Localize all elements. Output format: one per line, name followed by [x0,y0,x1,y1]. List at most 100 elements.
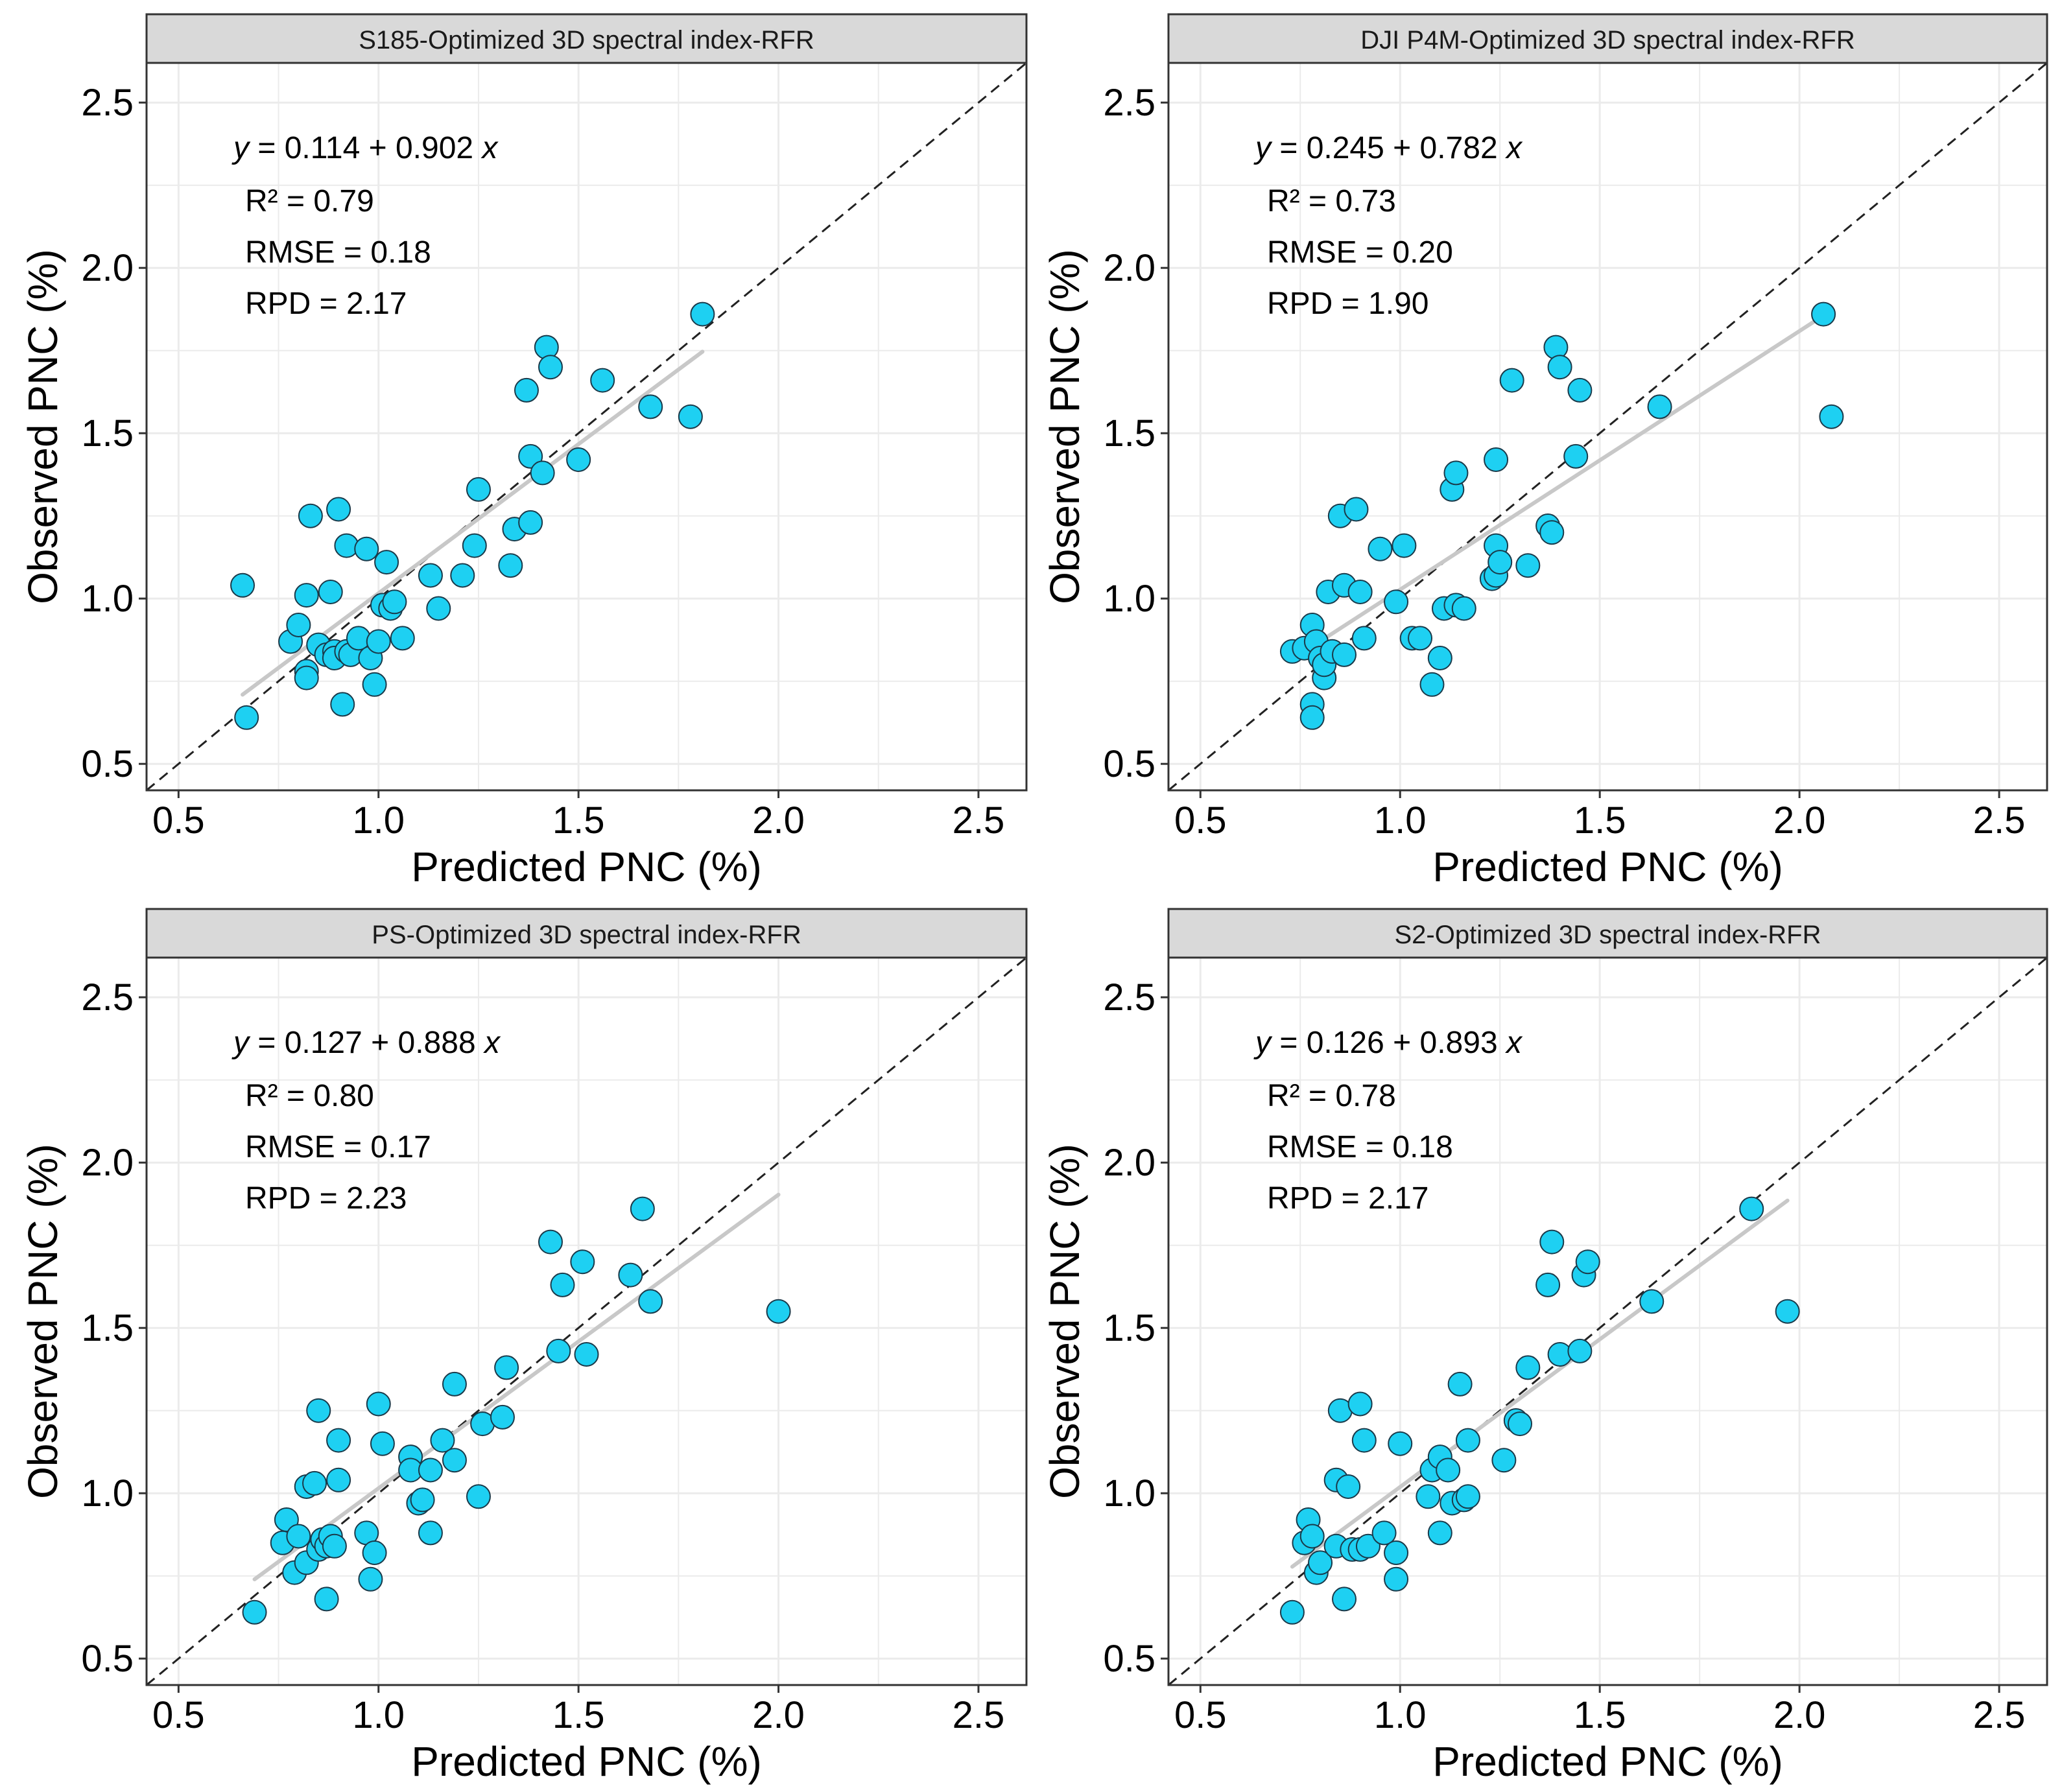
data-point [374,550,399,575]
y-tick-label: 0.5 [81,743,134,785]
data-point [326,1467,351,1492]
panel-4: S2-Optimized 3D spectral index-RFR 0.5 1.0… [1041,908,2048,1785]
x-axis-title: Predicted PNC (%) [1432,843,1783,890]
data-point [550,1272,575,1297]
x-tick-label: 0.5 [1174,1694,1227,1736]
data-point [426,596,451,621]
data-point [1416,1484,1441,1509]
data-point [326,497,351,522]
data-point [298,503,323,528]
data-point [1447,1371,1473,1397]
data-point [1515,553,1541,578]
gridlines [147,63,1026,790]
data-point [1547,355,1572,380]
data-point [1355,1533,1381,1559]
data-point [358,1566,383,1592]
data-point [286,613,311,637]
x-tick-label: 1.5 [552,1694,605,1736]
data-point [362,672,387,697]
data-point [1408,626,1433,651]
x-tick-label: 1.0 [352,1694,405,1736]
rmse-label: RMSE = 0.18 [245,235,431,270]
equation-x: x [1505,1026,1523,1060]
data-point [1392,533,1417,558]
x-tick-label: 1.0 [1374,1694,1427,1736]
r2-label: R² = 0.73 [1267,184,1396,218]
data-point [1308,1550,1333,1575]
data-point [1368,536,1393,561]
data-point [1543,335,1569,360]
data-point [1347,580,1373,604]
data-point [1332,642,1357,667]
data-point [1451,596,1476,621]
x-tick-label: 0.5 [1174,799,1227,842]
data-point [382,589,407,615]
x-tick-label: 2.0 [1773,799,1826,842]
data-point [546,1338,571,1363]
y-tick-label: 1.0 [1103,1472,1155,1515]
data-point [1575,1249,1600,1275]
equation-x: x [1505,131,1523,165]
data-point [366,629,391,654]
x-tick-label: 1.5 [1574,1694,1626,1736]
data-point [630,1196,655,1221]
data-point [1336,1474,1361,1499]
data-point [530,460,555,486]
data-point [1811,301,1836,327]
y-tick-label: 1.5 [81,412,134,454]
data-point [570,1249,595,1275]
data-point [1384,1540,1409,1565]
x-tick-label: 2.0 [752,799,805,842]
equation-body: = 0.127 + 0.888 [249,1026,484,1060]
data-point [538,1229,563,1255]
x-tick-label: 0.5 [152,799,205,842]
x-tick-label: 1.0 [1374,799,1427,842]
panel-title: S2-Optimized 3D spectral index-RFR [1395,921,1821,949]
y-tick-label: 2.0 [81,1142,134,1184]
regression-equation: y = 0.126 + 0.893 x [1253,1026,1523,1060]
regression-line [1290,313,1826,662]
strip-header [1167,908,2048,959]
equation-x: x [483,1026,501,1060]
data-point [362,1540,387,1565]
data-point [1775,1299,1800,1324]
data-point [1539,1229,1565,1255]
data-point [638,394,663,419]
data-point [1739,1196,1764,1221]
data-point [518,443,543,469]
x-tick-label: 0.5 [152,1694,205,1736]
data-point [314,1586,339,1612]
data-point [1567,1338,1593,1363]
regression-line [1290,1198,1790,1569]
equation-y: y [1253,131,1273,165]
y-tick-label: 2.0 [1103,247,1155,289]
data-point [390,626,415,651]
r2-label: R² = 0.78 [1267,1079,1396,1113]
data-point [442,1371,467,1397]
equation-body: = 0.126 + 0.893 [1271,1026,1506,1060]
data-point [1484,447,1509,472]
points [1279,301,1844,730]
y-tick-label: 1.5 [81,1307,134,1349]
x-tick-label: 2.5 [953,799,1005,842]
data-point [294,583,319,608]
data-point [494,1355,519,1380]
y-tick-label: 2.5 [81,82,134,124]
data-point [1427,1520,1452,1546]
gridlines [147,958,1026,1685]
data-point [306,1398,331,1423]
data-point [442,1448,467,1473]
data-point [418,1520,443,1546]
panel-title: DJI P4M-Optimized 3D spectral index-RFR [1360,26,1855,54]
rpd-label: RPD = 2.17 [245,287,407,321]
data-point [430,1428,455,1453]
data-point [410,1487,435,1513]
x-tick-label: 1.5 [552,799,605,842]
data-point [766,1299,791,1324]
x-tick-label: 2.5 [1973,799,2026,842]
data-point [1371,1520,1397,1546]
data-point [1344,497,1369,522]
rpd-label: RPD = 2.17 [1267,1181,1428,1216]
points [1279,1196,1800,1625]
data-point [1351,1428,1377,1453]
